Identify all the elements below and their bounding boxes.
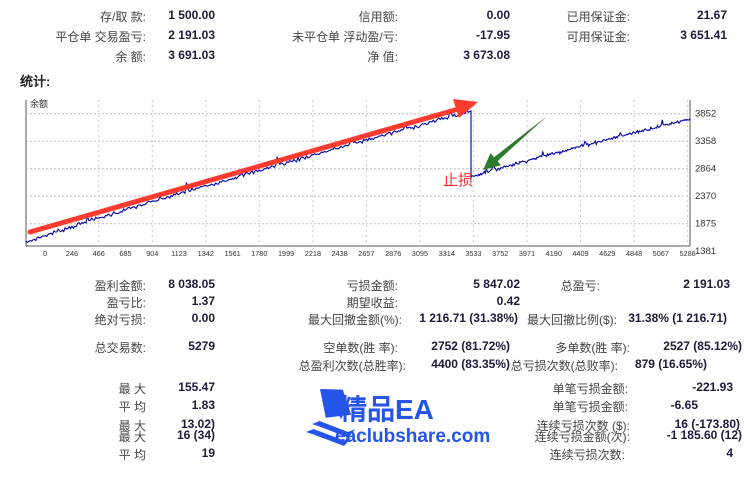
svg-text:精品EA: 精品EA: [339, 394, 434, 425]
svg-text:eaclubshare.com: eaclubshare.com: [335, 426, 490, 447]
